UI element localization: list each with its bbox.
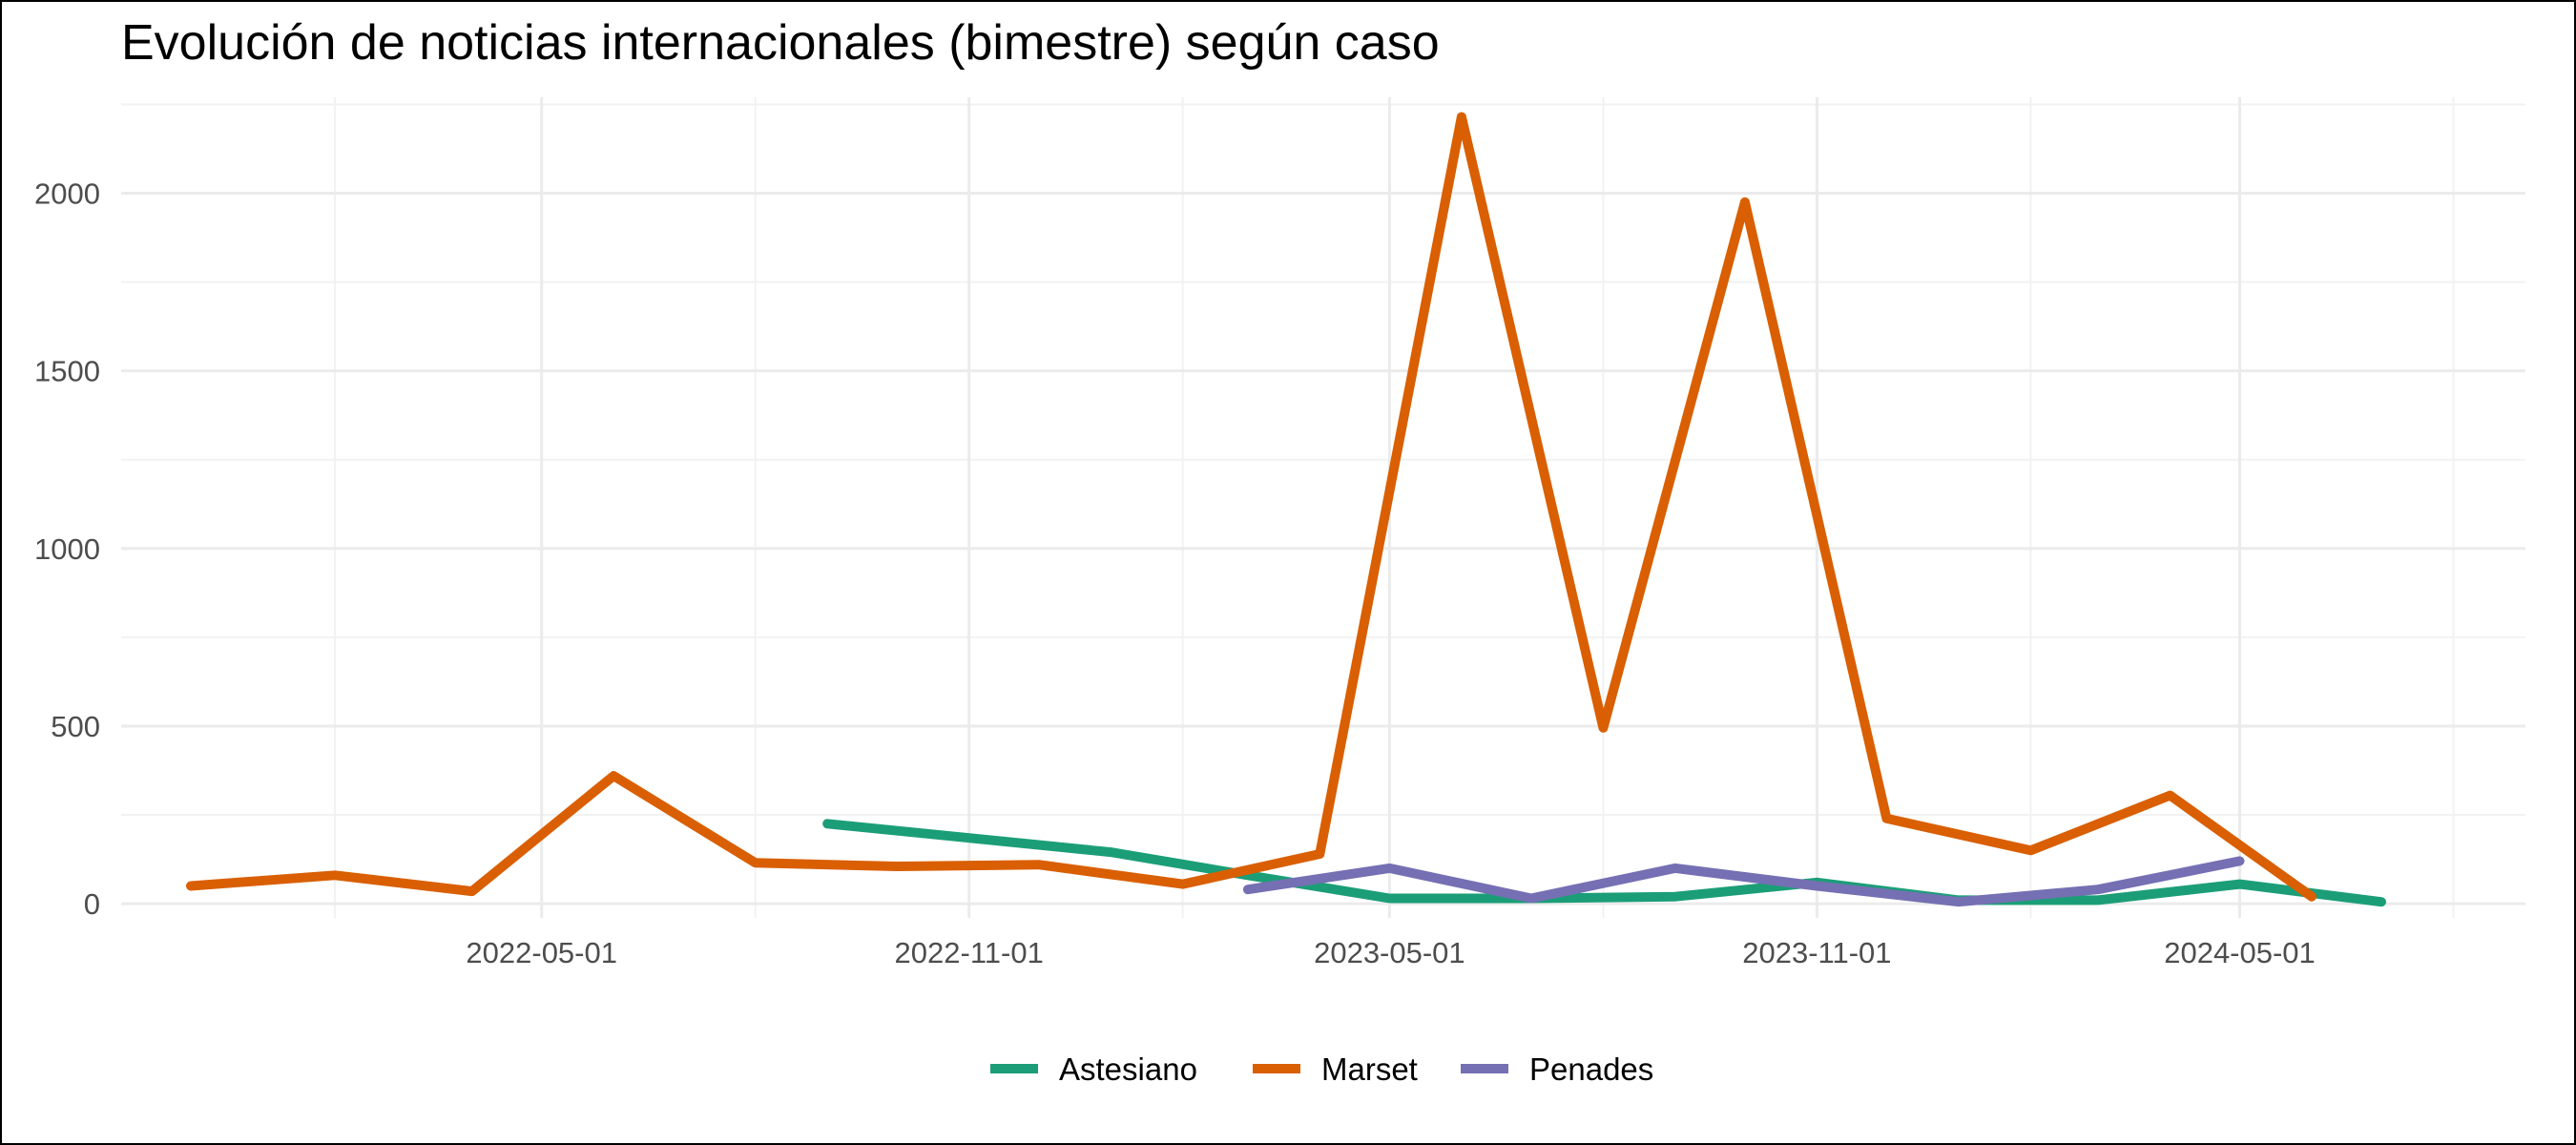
x-tick-label: 2024-05-01 [2164, 936, 2316, 969]
series-line-marset [186, 112, 2316, 902]
legend: Astesiano Marset Penades [990, 1051, 1653, 1087]
y-tick-label: 1500 [34, 355, 100, 388]
legend-label-penades: Penades [1529, 1051, 1653, 1087]
legend-label-marset: Marset [1321, 1051, 1418, 1087]
x-tick-label: 2022-05-01 [466, 936, 617, 969]
y-tick-label: 0 [84, 887, 100, 921]
grid [121, 97, 2525, 918]
x-tick-label: 2023-11-01 [1742, 936, 1891, 969]
y-axis-tick-labels: 0 500 1000 1500 2000 [34, 177, 100, 922]
y-tick-label: 500 [51, 710, 100, 743]
y-tick-label: 1000 [34, 532, 100, 566]
legend-label-astesiano: Astesiano [1059, 1051, 1197, 1087]
series-line-penades [1242, 856, 2245, 907]
x-axis-tick-labels: 2022-05-01 2022-11-01 2023-05-01 2023-11-01… [466, 936, 2315, 969]
x-tick-label: 2023-05-01 [1314, 936, 1465, 969]
series-lines [186, 112, 2386, 907]
chart-title: Evolución de noticias internacionales (b… [121, 15, 1440, 71]
x-tick-label: 2022-11-01 [895, 936, 1044, 969]
series-line-astesiano [822, 819, 2386, 907]
y-tick-label: 2000 [34, 177, 100, 211]
